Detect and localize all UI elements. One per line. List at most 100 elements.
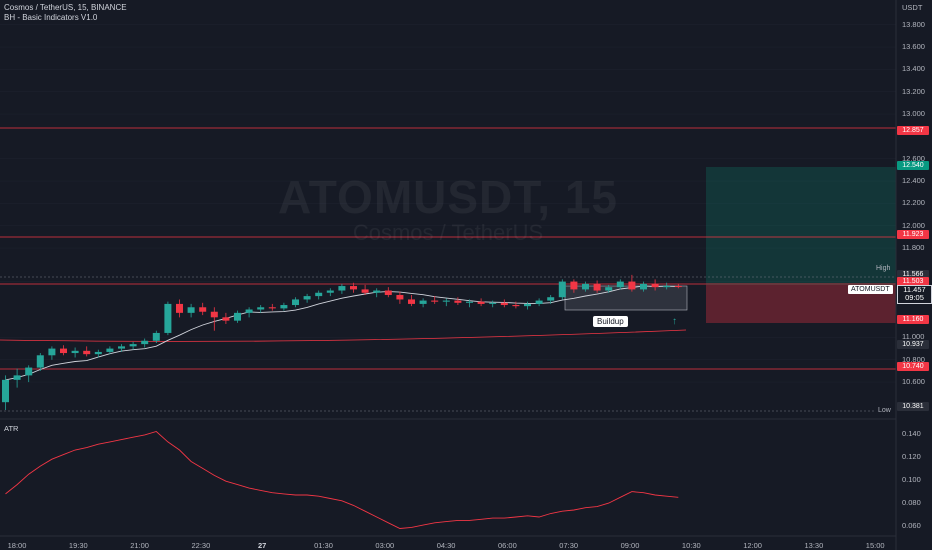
candle-down[interactable] [454, 300, 462, 303]
price-badge: 11.566 [897, 269, 929, 279]
candle-down[interactable] [674, 286, 682, 288]
candle-up[interactable] [129, 344, 137, 347]
high-label: High [876, 265, 891, 272]
buildup-label: Buildup [593, 316, 628, 327]
candle-down[interactable] [83, 350, 91, 355]
candle-up[interactable] [547, 297, 555, 301]
current-price-value: 11.457 [903, 285, 926, 294]
candle-up[interactable] [292, 299, 299, 306]
time-tick: 07:30 [559, 541, 579, 550]
candle-up[interactable] [234, 312, 241, 321]
candle-up[interactable] [141, 340, 149, 345]
low-label: Low [875, 406, 894, 415]
candle-up[interactable] [36, 355, 44, 368]
candle-up[interactable] [245, 309, 253, 313]
candle-up[interactable] [106, 348, 114, 352]
candle-up[interactable] [535, 300, 543, 304]
candle-down[interactable] [60, 348, 67, 354]
target-zone [706, 167, 896, 285]
candle-up[interactable] [164, 303, 172, 333]
candle-up[interactable] [94, 351, 102, 355]
candle-up[interactable] [640, 283, 647, 290]
candle-down[interactable] [570, 281, 578, 290]
candle-up[interactable] [616, 281, 624, 288]
candles [2, 274, 682, 410]
candle-up[interactable] [558, 281, 566, 298]
price-badge: 11.503 [897, 276, 929, 286]
watermark-symbol: ATOMUSDT, 15 [277, 171, 619, 223]
price-tick: 11.000 [902, 332, 925, 342]
price-badge: 12.857 [897, 125, 929, 135]
symbol-legend[interactable]: Cosmos / TetherUS, 15, BINANCE [4, 3, 127, 12]
candle-up[interactable] [303, 296, 311, 300]
candle-up[interactable] [466, 301, 473, 303]
candle-up[interactable] [187, 307, 195, 313]
candle-down[interactable] [350, 286, 357, 290]
candle-up[interactable] [489, 302, 497, 304]
candle-down[interactable] [628, 281, 636, 290]
candle-up[interactable] [152, 332, 160, 341]
candle-up[interactable] [25, 367, 33, 376]
time-tick: 01:30 [314, 541, 333, 550]
candle-up[interactable] [315, 292, 323, 297]
price-badge: 10.740 [897, 361, 929, 371]
candle-down[interactable] [268, 307, 276, 309]
candle-up[interactable] [2, 379, 9, 403]
price-tick: 10.600 [902, 377, 925, 387]
atr-legend[interactable]: ATR [4, 424, 19, 433]
candle-up[interactable] [442, 300, 450, 302]
candle-down[interactable] [477, 301, 485, 304]
time-tick: 06:00 [498, 541, 517, 550]
atr-line [5, 430, 679, 529]
atr-tick: 0.140 [902, 428, 921, 438]
time-tick: 13:30 [804, 541, 824, 550]
atr-tick: 0.100 [902, 475, 921, 484]
candle-down[interactable] [512, 305, 520, 307]
candle-down[interactable] [593, 283, 601, 291]
price-tick: 10.800 [902, 354, 925, 364]
candle-down[interactable] [396, 294, 404, 300]
price-badge: 10.381 [897, 402, 929, 412]
candle-down[interactable] [408, 299, 415, 304]
candle-up[interactable] [71, 350, 79, 354]
current-symbol-tag: ATOMUSDT [848, 285, 893, 294]
candle-up[interactable] [118, 346, 125, 349]
candle-down[interactable] [431, 300, 439, 302]
candle-down[interactable] [384, 290, 392, 295]
candle-down[interactable] [651, 283, 659, 288]
current-price-label: 11.457 09:05 [897, 285, 932, 304]
candle-down[interactable] [176, 303, 183, 313]
price-tick: 12.000 [902, 220, 925, 230]
price-tick: 12.600 [902, 153, 925, 163]
candle-up[interactable] [582, 283, 589, 290]
candle-up[interactable] [663, 286, 671, 288]
candle-down[interactable] [210, 311, 218, 318]
time-tick: 21:00 [130, 541, 149, 550]
time-tick: 10:30 [681, 541, 701, 550]
candle-up[interactable] [13, 375, 21, 380]
candle-up[interactable] [338, 286, 346, 291]
candle-up[interactable] [605, 287, 613, 291]
candle-up[interactable] [48, 348, 56, 356]
price-tick: 13.800 [902, 19, 925, 29]
price-badge: 11.923 [897, 229, 929, 239]
candle-up[interactable] [373, 290, 381, 293]
price-tick: 11.800 [902, 243, 925, 253]
time-tick: 09:00 [620, 541, 640, 550]
price-tick: 13.000 [902, 109, 925, 119]
candle-down[interactable] [361, 289, 369, 293]
candle-up[interactable] [257, 307, 265, 310]
candle-down[interactable] [199, 307, 207, 312]
candle-down[interactable] [500, 302, 508, 306]
candle-down[interactable] [222, 317, 230, 321]
candle-up[interactable] [280, 305, 288, 309]
grid-lines [0, 24, 896, 383]
moving-average-line [5, 285, 679, 381]
candle-up[interactable] [419, 300, 427, 304]
indicator-legend[interactable]: BH - Basic Indicators V1.0 [4, 13, 98, 22]
candle-up[interactable] [524, 303, 531, 307]
time-tick: 15:00 [865, 541, 885, 550]
candle-up[interactable] [326, 290, 334, 293]
currency-label[interactable]: USDT [902, 3, 923, 12]
